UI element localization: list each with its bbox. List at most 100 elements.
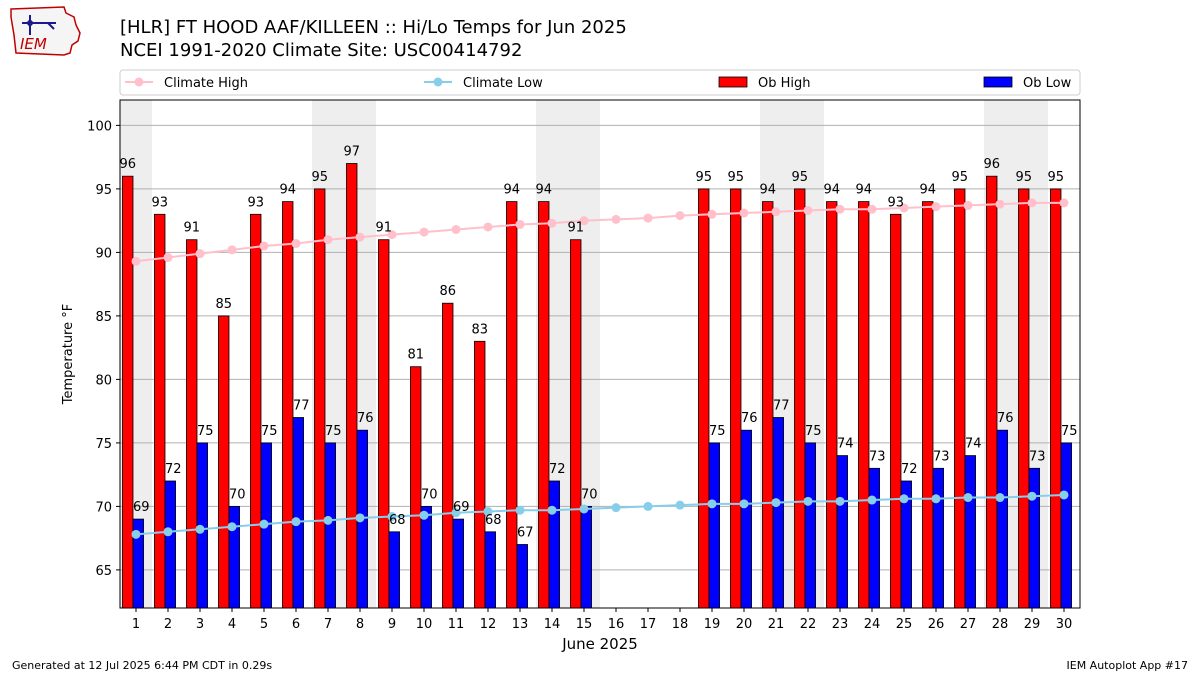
ob-low-label: 76 (997, 411, 1014, 426)
ob-high-bar-day-4 (218, 315, 230, 609)
chart-subtitle: NCEI 1991-2020 Climate Site: USC00414792 (120, 40, 523, 61)
ob-low-label: 68 (485, 513, 502, 528)
ob-high-bar-day-2 (154, 213, 166, 609)
x-tick-label: 12 (480, 617, 497, 632)
ob-low-label: 73 (1029, 449, 1046, 464)
ob-low-bar-day-29 (1028, 467, 1040, 609)
climate-low-point (707, 499, 717, 509)
ob-high-bar-day-19 (698, 188, 710, 609)
ob-low-bar-day-22 (804, 442, 816, 609)
ob-high-label: 95 (791, 170, 808, 185)
y-tick-label: 75 (95, 437, 112, 452)
ob-low-label: 70 (421, 487, 438, 502)
x-tick-label: 30 (1056, 617, 1073, 632)
ob-low-label: 74 (965, 437, 982, 452)
climate-low-point (323, 515, 333, 525)
ob-high-label: 94 (535, 183, 552, 198)
ob-low-label: 72 (901, 462, 918, 477)
climate-high-point (547, 218, 557, 228)
ob-low-label: 75 (197, 424, 214, 439)
ob-low-bar-day-9 (388, 531, 400, 609)
ob-low-label: 72 (165, 462, 182, 477)
ob-high-bar-day-23 (826, 201, 838, 609)
ob-high-label: 91 (375, 221, 392, 236)
ob-low-label: 68 (389, 513, 406, 528)
climate-high-point (131, 256, 141, 266)
climate-high-point (931, 202, 941, 212)
x-tick-label: 28 (992, 617, 1009, 632)
logo-text: IEM (20, 35, 47, 53)
ob-low-label: 75 (325, 424, 342, 439)
climate-high-point (707, 209, 717, 219)
x-tick-label: 10 (416, 617, 433, 632)
ob-high-label: 91 (567, 221, 584, 236)
x-tick-label: 2 (164, 617, 172, 632)
climate-low-point (963, 493, 973, 503)
climate-high-point (515, 219, 525, 229)
climate-low-point (227, 522, 237, 532)
ob-low-bar-day-7 (324, 442, 336, 609)
ob-high-label: 95 (727, 170, 744, 185)
ob-high-label: 83 (471, 322, 488, 337)
climate-low-point (515, 505, 525, 515)
ob-low-label: 73 (933, 449, 950, 464)
climate-low-legend-label: Climate Low (463, 76, 543, 91)
y-tick-label: 65 (95, 564, 112, 579)
climate-high-point (963, 200, 973, 210)
x-tick-label: 11 (448, 617, 465, 632)
ob-high-legend-swatch (718, 76, 748, 88)
climate-low-point (483, 506, 493, 516)
legend: Climate High Climate Low Ob High Ob Low (119, 69, 1081, 96)
ob-low-bar-day-26 (932, 467, 944, 609)
ob-high-label: 94 (279, 183, 296, 198)
climate-high-point (579, 216, 589, 226)
climate-high-point (387, 230, 397, 240)
ob-low-bar-day-14 (548, 480, 560, 609)
ob-high-bar-day-5 (250, 213, 262, 609)
ob-high-label: 94 (919, 183, 936, 198)
ob-low-legend-label: Ob Low (1023, 76, 1072, 91)
legend-box (119, 69, 1081, 96)
climate-high-point (323, 235, 333, 245)
ob-low-label: 77 (293, 399, 310, 414)
climate-high-point (259, 241, 269, 251)
ob-low-label: 70 (229, 487, 246, 502)
ob-high-bar-day-3 (186, 239, 198, 609)
ob-high-label: 94 (503, 183, 520, 198)
ob-high-bar-day-13 (506, 201, 518, 609)
x-tick-label: 7 (324, 617, 332, 632)
climate-low-point (579, 504, 589, 514)
climate-high-point (1059, 198, 1069, 208)
ob-low-label: 76 (357, 411, 374, 426)
ob-high-bar-day-30 (1050, 188, 1062, 609)
ob-high-label: 96 (119, 157, 136, 172)
x-tick-label: 8 (356, 617, 364, 632)
climate-low-point (611, 503, 621, 513)
climate-low-point (675, 500, 685, 510)
x-axis-label: June 2025 (561, 635, 638, 653)
y-tick-label: 100 (87, 119, 112, 134)
ob-high-label: 91 (183, 221, 200, 236)
ob-low-bar-day-24 (868, 467, 880, 609)
ob-low-bar-day-27 (964, 455, 976, 609)
ob-low-bar-day-23 (836, 455, 848, 609)
climate-high-point (163, 252, 173, 262)
climate-low-point (131, 529, 141, 539)
chart-title: [HLR] FT HOOD AAF/KILLEEN :: Hi/Lo Temps… (120, 17, 627, 38)
ob-low-bar-day-30 (1060, 442, 1072, 609)
climate-high-point (611, 214, 621, 224)
ob-low-bar-day-19 (708, 442, 720, 609)
ob-low-label: 73 (869, 449, 886, 464)
ob-high-bar-day-28 (986, 175, 998, 609)
ob-low-label: 77 (773, 399, 790, 414)
ob-low-label: 69 (453, 500, 470, 515)
climate-low-point (995, 493, 1005, 503)
ob-low-label: 75 (709, 424, 726, 439)
x-tick-label: 29 (1024, 617, 1041, 632)
climate-high-point (1027, 198, 1037, 208)
climate-high-point (195, 249, 205, 259)
ob-high-bar-day-22 (794, 188, 806, 609)
climate-high-point (803, 205, 813, 215)
climate-high-point (771, 207, 781, 217)
